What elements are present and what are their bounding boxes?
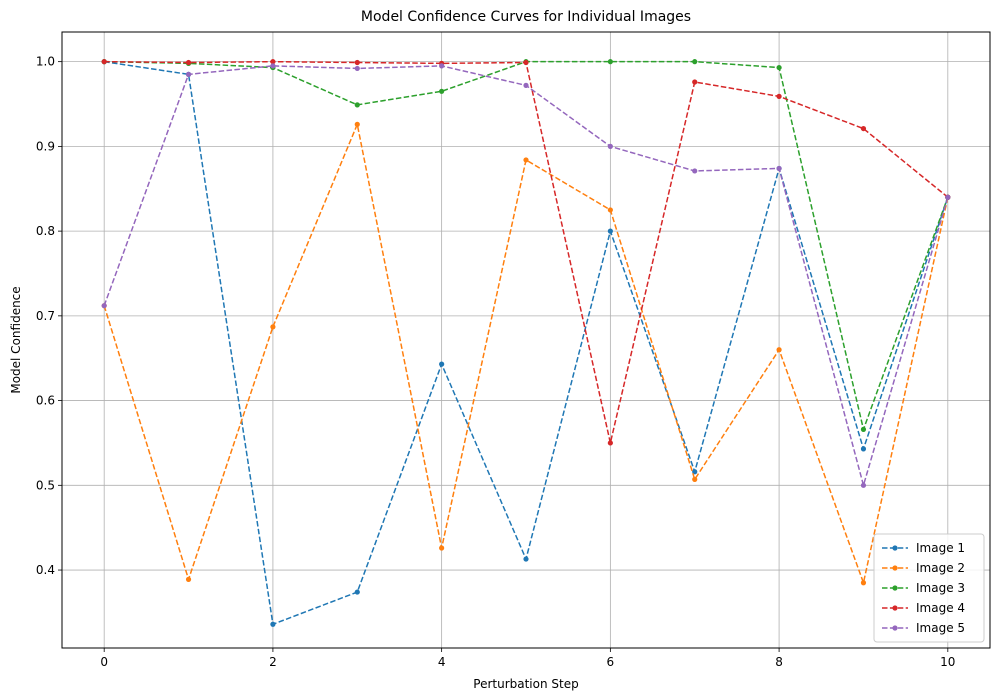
data-point xyxy=(185,576,192,582)
data-point xyxy=(607,207,613,213)
x-tick-label: 4 xyxy=(438,655,446,669)
chart-title: Model Confidence Curves for Individual I… xyxy=(361,9,691,25)
data-point xyxy=(354,65,360,72)
legend-box xyxy=(873,533,985,643)
legend-item: Image 1 xyxy=(882,541,965,555)
data-point xyxy=(692,59,698,65)
data-point xyxy=(185,71,192,77)
data-point xyxy=(354,59,360,66)
data-point xyxy=(439,361,445,367)
data-point xyxy=(354,102,360,108)
series-4 xyxy=(101,59,951,446)
x-axis-label: Perturbation Step xyxy=(473,677,578,691)
x-tick-label: 8 xyxy=(775,655,783,669)
data-point xyxy=(439,545,445,551)
data-point xyxy=(270,59,276,65)
data-point xyxy=(523,556,529,562)
data-point xyxy=(860,482,867,488)
plot-area-frame xyxy=(61,31,991,649)
series-group xyxy=(101,59,951,627)
legend-label: Image 4 xyxy=(916,601,965,615)
data-point xyxy=(439,63,445,69)
legend-marker xyxy=(892,625,898,631)
data-point xyxy=(523,157,529,163)
data-point xyxy=(860,426,867,432)
legend-marker xyxy=(892,545,898,551)
x-tick-label: 6 xyxy=(607,655,615,669)
data-point xyxy=(860,580,867,586)
x-tick-label: 2 xyxy=(269,655,277,669)
data-point xyxy=(270,621,276,627)
data-point xyxy=(523,59,529,66)
y-tick-label: 0.5 xyxy=(36,478,55,492)
data-point xyxy=(439,88,445,94)
x-tick-label: 10 xyxy=(940,655,955,669)
data-point xyxy=(692,79,698,85)
data-point xyxy=(354,589,360,595)
legend-label: Image 5 xyxy=(916,621,965,635)
data-point xyxy=(523,82,529,88)
y-tick-label: 0.7 xyxy=(36,309,55,323)
data-point xyxy=(776,347,782,353)
data-point xyxy=(607,228,613,234)
axis-ticks: 0 2 4 6 8 10 0.4 0.5 0.6 0.7 0.8 0.9 1.0 xyxy=(36,55,956,669)
y-tick-label: 0.9 xyxy=(36,139,55,153)
data-point xyxy=(692,168,698,174)
data-point xyxy=(607,143,613,149)
data-point xyxy=(776,93,782,99)
legend-label: Image 3 xyxy=(916,581,965,595)
data-point xyxy=(185,59,192,66)
x-tick-label: 0 xyxy=(100,655,108,669)
data-point xyxy=(692,476,698,482)
legend-marker xyxy=(892,565,898,571)
y-tick-label: 0.6 xyxy=(36,394,55,408)
data-point xyxy=(945,194,951,200)
legend-item: Image 4 xyxy=(882,601,965,615)
data-point xyxy=(354,121,360,127)
y-axis-label: Model Confidence xyxy=(9,286,23,393)
legend-item: Image 3 xyxy=(882,581,965,595)
data-point xyxy=(270,63,276,69)
data-point xyxy=(101,59,107,65)
y-tick-label: 0.8 xyxy=(36,224,55,238)
data-point xyxy=(860,125,867,132)
series-5 xyxy=(101,63,951,489)
legend-label: Image 2 xyxy=(916,561,965,575)
legend-marker xyxy=(892,605,898,611)
legend-item: Image 5 xyxy=(882,621,965,635)
legend: Image 1 Image 2 Image 3 Image 4 Image 5 xyxy=(873,533,985,643)
data-point xyxy=(776,64,782,71)
y-tick-label: 0.4 xyxy=(36,563,55,577)
legend-item: Image 2 xyxy=(882,561,965,575)
legend-label: Image 1 xyxy=(916,541,965,555)
data-point xyxy=(860,446,867,452)
data-point xyxy=(607,59,613,65)
legend-marker xyxy=(892,585,898,591)
y-tick-label: 1.0 xyxy=(36,55,55,69)
data-point xyxy=(776,165,782,172)
data-point xyxy=(607,440,613,446)
data-point xyxy=(270,324,276,330)
data-point xyxy=(101,303,107,309)
